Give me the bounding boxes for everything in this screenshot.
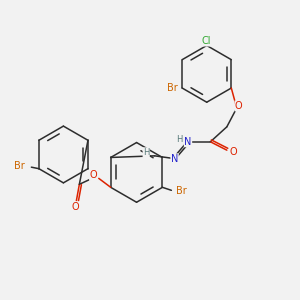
Text: O: O (235, 101, 243, 111)
Text: H: H (143, 148, 149, 157)
Text: O: O (230, 147, 237, 157)
Text: N: N (171, 154, 178, 164)
Text: Br: Br (176, 186, 187, 196)
Text: Br: Br (167, 83, 178, 93)
Text: Br: Br (14, 161, 25, 171)
Text: Cl: Cl (202, 36, 211, 46)
Text: H: H (176, 135, 183, 144)
Text: O: O (90, 170, 97, 180)
Text: N: N (184, 137, 192, 147)
Text: O: O (72, 202, 80, 212)
